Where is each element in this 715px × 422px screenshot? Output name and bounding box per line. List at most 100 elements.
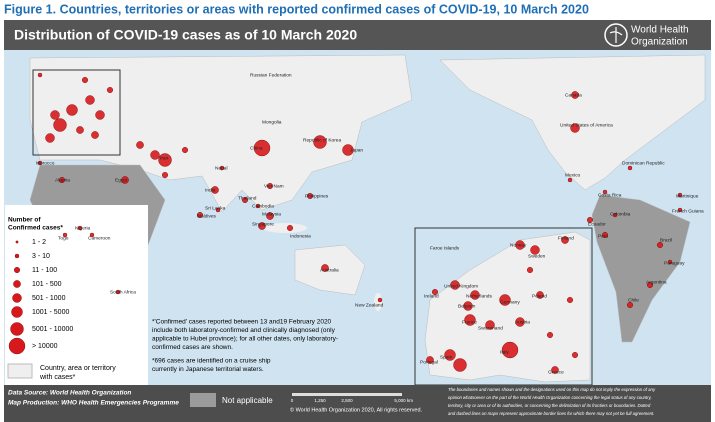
place-label: Martinique — [676, 193, 699, 199]
place-label: Maldives — [197, 213, 217, 219]
case-bubble — [657, 241, 664, 248]
place-label: Togo — [58, 235, 69, 241]
place-label: Sweden — [528, 253, 546, 259]
case-bubble — [426, 356, 434, 364]
place-label: Belgium — [458, 303, 475, 309]
place-label: Chile — [628, 297, 639, 303]
note-line: include both laboratory-confirmed and cl… — [152, 327, 336, 334]
case-bubble — [485, 320, 495, 330]
case-bubble — [321, 264, 329, 272]
scale-labels: 0 1,250 2,500 5,000 km — [291, 398, 414, 403]
case-bubble — [161, 171, 168, 178]
case-bubble — [76, 126, 84, 134]
case-bubble — [196, 211, 203, 218]
case-bubble — [258, 222, 266, 230]
place-label: Cambodia — [252, 203, 274, 209]
indonesia — [263, 223, 307, 233]
case-bubble — [602, 231, 609, 238]
case-bubble — [527, 267, 534, 274]
south-america — [591, 194, 691, 343]
data-source: Data Source: World Health Organization — [8, 390, 131, 397]
place-label: Sri Lanka — [205, 205, 226, 211]
place-label: Argentina — [646, 279, 667, 285]
place-label: Germany — [500, 299, 520, 305]
who-logo — [604, 23, 628, 47]
scale-label: 1,250 — [314, 398, 326, 403]
note-line: confirmed cases are shown. — [152, 344, 233, 351]
place-label: Ecuador — [588, 221, 606, 227]
map-production: Map Production: WHO Health Emergencies P… — [8, 400, 179, 407]
case-bubble — [499, 294, 511, 306]
case-bubble — [612, 212, 618, 218]
bubbles — [37, 72, 683, 374]
case-bubble — [287, 224, 294, 231]
case-bubble — [158, 153, 172, 167]
legend-bubble — [11, 306, 23, 318]
copyright: © World Health Organization 2020, All ri… — [290, 406, 423, 413]
case-bubble — [677, 207, 683, 213]
header-bar — [4, 20, 711, 50]
note-line: currently in Japanese territorial waters… — [152, 366, 264, 373]
not-applicable: Not applicable — [222, 396, 273, 405]
case-bubble — [572, 352, 579, 359]
place-label: Portugal — [420, 359, 438, 365]
case-bubble — [561, 236, 569, 244]
place-labels: Russian Federation Mongolia China Japan Repu… — [36, 72, 704, 375]
case-bubble — [53, 118, 67, 132]
new-zealand — [374, 293, 382, 311]
place-label: Cameroon — [88, 235, 111, 241]
case-bubble — [530, 245, 540, 255]
footer-bar — [4, 385, 711, 422]
place-label: Dominican Republic — [622, 160, 665, 166]
case-bubble — [77, 225, 83, 231]
case-bubble — [62, 232, 68, 238]
case-bubble — [241, 196, 248, 203]
eurasia — [29, 54, 413, 213]
place-label: Indonesia — [290, 233, 311, 239]
place-label: Brazil — [660, 237, 672, 243]
place-label: France — [462, 319, 477, 325]
case-bubble — [627, 302, 634, 309]
case-bubble — [667, 259, 673, 265]
place-label: Switzerland — [478, 325, 503, 331]
case-bubble — [266, 212, 274, 220]
case-bubble — [215, 207, 221, 213]
legend-bubble — [13, 267, 20, 274]
legend-bubble — [13, 280, 21, 288]
place-label: Egypt — [115, 177, 128, 183]
place-label: Morocco — [36, 160, 55, 166]
disclaimer-line: territory, city or area or of its author… — [448, 403, 651, 408]
scale-label: 2,500 — [341, 398, 353, 403]
place-label: Malaysia — [262, 211, 281, 217]
case-bubble — [91, 131, 99, 139]
case-bubble — [89, 232, 95, 238]
legend-bubble — [14, 253, 20, 259]
place-label: Finland — [558, 235, 574, 241]
case-bubble — [536, 291, 544, 299]
case-bubble — [85, 95, 95, 105]
place-label: Netherlands — [466, 293, 492, 299]
disclaimer: The boundaries and names shown and the d… — [448, 387, 656, 416]
legend-bubble — [10, 322, 24, 336]
legend-bubble — [8, 337, 26, 355]
legend-label: 1001 - 5000 — [32, 309, 69, 316]
scale-bar — [292, 393, 402, 396]
case-bubble — [571, 91, 579, 99]
case-bubble — [267, 182, 274, 189]
case-bubble — [501, 341, 519, 359]
legend-box — [5, 205, 148, 385]
case-bubble — [211, 186, 219, 194]
disclaimer-line: The boundaries and names shown and the d… — [448, 387, 656, 392]
case-bubble — [313, 135, 327, 149]
case-bubble — [115, 289, 121, 295]
case-bubble — [432, 289, 439, 296]
case-bubble — [253, 139, 271, 157]
case-bubble — [136, 141, 144, 149]
place-label: Australia — [320, 267, 339, 273]
who-logo-staff — [609, 27, 623, 43]
case-bubble — [551, 366, 559, 374]
place-label: United States of America — [560, 122, 613, 128]
case-bubble — [567, 177, 573, 183]
place-label: Iran — [160, 155, 169, 161]
